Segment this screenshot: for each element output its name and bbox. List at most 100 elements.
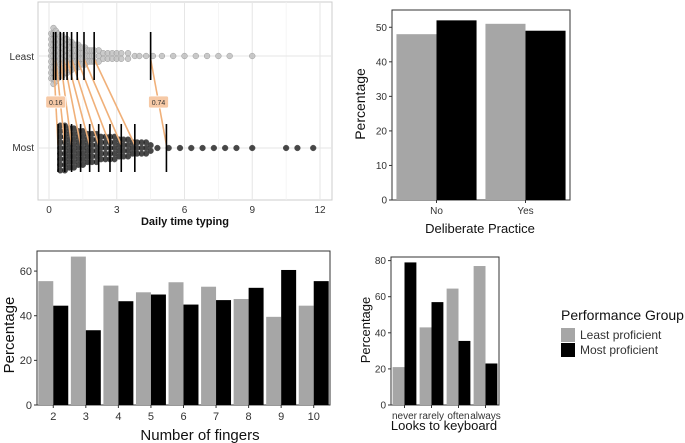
practice-ylabel: Percentage [352, 68, 368, 140]
fingers-bar-most [183, 304, 199, 405]
fingers-bar-most [313, 281, 329, 405]
keyboard-panel: 0 20 40 60 80 never rarely often always Percenta… [358, 256, 501, 433]
practice-xtick-label: No [430, 206, 443, 217]
dotplot-point-most [147, 147, 154, 154]
dotplot-point-least [142, 52, 150, 60]
keyboard-bar-least [446, 288, 459, 405]
fingers-bar-least [298, 305, 314, 405]
dotplot-xtick-label: 9 [249, 205, 255, 216]
fingers-marks: 0 20 40 60 2 3 4 5 6 7 8 9 10 [20, 250, 331, 423]
dotplot-point-least [226, 52, 233, 60]
keyboard-ytick-label: 20 [375, 364, 387, 375]
practice-bar-most [525, 30, 566, 201]
fingers-xtick-label: 3 [83, 411, 89, 423]
dotplot-point-most [188, 144, 195, 152]
fingers-ylabel: Percentage [1, 297, 18, 374]
keyboard-bar-least [473, 266, 486, 405]
fingers-bar-most [85, 330, 101, 405]
fingers-xtick-label: 2 [50, 411, 56, 423]
dotplot-xtick-label: 12 [314, 205, 326, 216]
fingers-bar-most [281, 269, 297, 405]
fingers-panel: 0 20 40 60 2 3 4 5 6 7 8 9 10 Percentage Number of f… [1, 250, 331, 443]
fingers-bar-least [168, 282, 184, 405]
dotplot-point-least [136, 52, 143, 60]
practice-marks: 0 10 20 30 40 50 No Yes [376, 9, 571, 217]
dotplot-xtick-label: 6 [182, 205, 188, 216]
keyboard-ytick-label: 0 [380, 401, 386, 412]
fingers-xtick-label: 10 [308, 411, 320, 423]
keyboard-ytick-label: 80 [375, 256, 387, 267]
keyboard-xtick-label: never [392, 411, 418, 422]
legend-label-least: Least proficient [580, 328, 662, 342]
dotplot-point-least [118, 55, 125, 62]
dotplot-quantile-connector [70, 58, 100, 146]
fingers-bar-most [150, 294, 166, 405]
practice-bar-most [436, 20, 477, 201]
keyboard-bar-most [485, 363, 498, 405]
practice-ytick-label: 40 [376, 57, 388, 68]
dotplot-annotation-label: 0.16 [49, 100, 63, 107]
practice-ytick-label: 10 [376, 161, 388, 172]
dotplot-point-least [170, 52, 177, 60]
fingers-xtick-label: 4 [115, 411, 121, 423]
keyboard-bar-most [431, 302, 444, 405]
fingers-ytick-label: 60 [20, 266, 32, 278]
fingers-bar-least [266, 316, 282, 405]
dotplot-xtick-label: 3 [114, 205, 120, 216]
dotplot-point-least [158, 52, 166, 60]
dotplot-point-most [222, 144, 229, 152]
practice-ytick-label: 30 [376, 92, 388, 103]
practice-bar-least [396, 34, 437, 200]
keyboard-xtick-label: often [447, 411, 469, 422]
legend-key-most [561, 343, 575, 357]
dotplot-point-least [192, 52, 199, 60]
dotplot-point-most [154, 144, 161, 152]
legend-title: Performance Group [561, 307, 684, 323]
dotplot-xlabel: Daily time typing [141, 216, 229, 228]
fingers-xtick-label: 8 [246, 411, 252, 423]
dotplot-x-ticks: 0 3 6 9 12 [46, 205, 326, 216]
dotplot-annotation-box [148, 95, 169, 109]
practice-bar-least [485, 23, 526, 201]
fingers-ytick-label: 40 [20, 311, 32, 323]
keyboard-ytick-label: 40 [375, 328, 387, 339]
dotplot-point-least [118, 50, 125, 57]
fingers-xtick-label: 5 [148, 411, 154, 423]
dotplot-quantile-connector [93, 58, 136, 146]
dotplot-ytick-most: Most [12, 143, 34, 154]
dotplot-point-most [142, 150, 150, 157]
dotplot-point-most [147, 142, 154, 149]
dotplot-point-most [111, 156, 118, 163]
dotplot-point-least [124, 50, 132, 57]
dotplot-point-least [249, 52, 256, 60]
fingers-bar-least [233, 298, 249, 405]
dotplot-ytick-least: Least [10, 52, 35, 63]
dotplot-point-least [203, 52, 211, 60]
dotplot-point-most [210, 144, 218, 152]
fingers-bar-most [248, 287, 264, 405]
dotplot-xtick-label: 0 [46, 205, 52, 216]
fingers-bar-least [135, 292, 151, 405]
fingers-xtick-label: 7 [213, 411, 219, 423]
keyboard-bar-most [404, 262, 417, 405]
practice-xtick-label: Yes [517, 206, 533, 217]
fingers-bar-least [38, 281, 54, 405]
fingers-xlabel: Number of fingers [140, 427, 259, 443]
dotplot-quantile-connector [83, 58, 123, 146]
dotplot-point-most [249, 144, 256, 152]
practice-xlabel: Deliberate Practice [425, 221, 535, 236]
dotplot-point-most [310, 144, 317, 152]
fingers-bar-least [103, 285, 119, 405]
dotplot-point-most [176, 144, 184, 152]
fingers-xtick-label: 9 [278, 411, 284, 423]
legend: Performance Group Least proficient Most … [561, 307, 684, 357]
keyboard-xtick-label: rarely [419, 411, 444, 422]
fingers-xtick-label: 6 [180, 411, 186, 423]
keyboard-xlabel: Looks to keyboard [391, 418, 497, 433]
dotplot-panel: 0.16 0.74 Least Most 0 3 6 9 12 Daily time ty… [10, 1, 333, 228]
keyboard-ylabel: Percentage [358, 297, 373, 364]
keyboard-bar-least [392, 367, 405, 405]
dotplot-point-least [124, 55, 132, 62]
keyboard-xtick-label: always [470, 411, 501, 422]
